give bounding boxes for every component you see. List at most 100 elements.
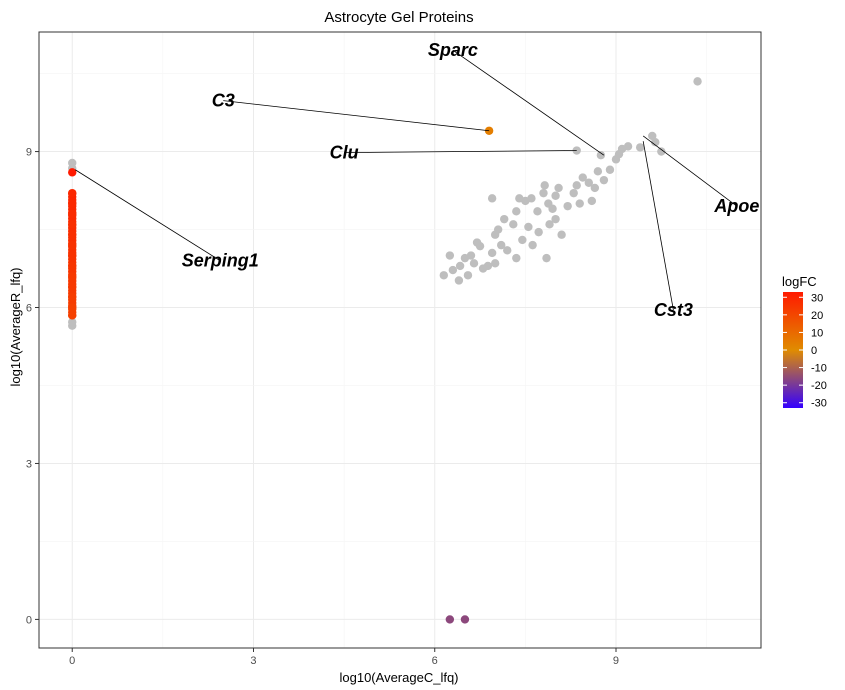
data-point-grey — [534, 227, 543, 237]
data-point-grey — [563, 201, 572, 211]
data-point-grey — [578, 173, 587, 182]
data-point-grey — [448, 265, 458, 275]
data-point-colored — [68, 220, 77, 229]
data-point-grey — [483, 261, 493, 271]
data-point-grey — [524, 222, 533, 232]
plot-panel — [39, 32, 761, 648]
data-point-grey — [500, 214, 509, 224]
gene-label: Clu — [330, 143, 359, 163]
data-point-grey — [569, 188, 578, 198]
annotation-line — [223, 100, 490, 132]
annotations: Sparc C3 Clu Apoe Cst3 Serping1 — [75, 40, 759, 320]
annotation-line — [642, 135, 738, 207]
panel-border — [38, 31, 762, 649]
data-point-grey — [623, 142, 633, 151]
y-tick-label: 3 — [26, 458, 32, 470]
legend-tick-label: -20 — [811, 380, 827, 392]
legend-tick-label: 30 — [811, 292, 823, 304]
panel-background — [39, 32, 761, 648]
x-tick-label: 3 — [250, 655, 256, 667]
data-point-grey — [487, 194, 497, 203]
data-point-grey — [469, 259, 479, 268]
data-point-grey — [542, 253, 551, 263]
color-legend: logFC 30 20 10 0 -10 -20 -30 — [782, 274, 827, 410]
data-point-colored — [68, 209, 77, 219]
data-point-colored — [68, 251, 77, 260]
data-point-colored — [68, 168, 77, 177]
x-tick-label: 9 — [613, 655, 619, 667]
legend-tick-label: 20 — [811, 310, 823, 322]
data-point-grey — [575, 199, 584, 208]
data-point-colored — [68, 261, 77, 271]
data-point-grey — [475, 241, 485, 251]
data-point-grey — [463, 271, 473, 280]
data-point-grey — [466, 251, 476, 260]
data-point-grey — [590, 183, 600, 193]
data-point-grey — [518, 235, 527, 245]
annotation-line — [452, 49, 605, 156]
data-point-grey — [584, 178, 594, 187]
data-point-colored — [68, 240, 77, 250]
y-tick-label: 9 — [26, 147, 32, 159]
annotation-line — [344, 150, 577, 154]
data-point-grey — [648, 131, 657, 141]
data-point-grey — [527, 194, 536, 203]
data-point-grey — [68, 317, 77, 327]
data-point-grey — [554, 183, 563, 193]
gene-label: C3 — [212, 91, 235, 111]
data-point-grey — [557, 230, 566, 239]
data-point-grey — [596, 151, 606, 160]
y-tick-label: 0 — [26, 614, 32, 626]
legend-title: logFC — [782, 274, 817, 289]
data-point-grey — [572, 181, 581, 190]
data-point-grey — [539, 188, 548, 198]
data-point-grey — [512, 253, 521, 263]
data-point-grey — [533, 207, 542, 216]
y-tick-label: 6 — [26, 303, 32, 315]
axes: 0 3 6 9 0 3 6 9 — [26, 31, 762, 667]
data-point-grey — [551, 191, 560, 200]
data-point-colored — [68, 199, 77, 208]
data-point-grey — [545, 220, 554, 229]
data-point-grey — [493, 225, 503, 234]
x-tick-label: 0 — [69, 655, 75, 667]
annotation-line — [642, 141, 674, 311]
data-point-grey — [509, 220, 518, 229]
gene-label: Sparc — [428, 40, 478, 60]
data-point-grey — [497, 240, 506, 250]
data-point-grey — [605, 165, 615, 174]
data-point-grey — [548, 204, 557, 213]
x-axis-title: log10(AverageC_lfq) — [340, 670, 459, 685]
gene-label: Serping1 — [182, 251, 259, 271]
data-point-colored — [68, 188, 77, 198]
legend-tick-label: -10 — [811, 363, 827, 375]
chart-title: Astrocyte Gel Proteins — [324, 9, 473, 26]
data-point-grey — [657, 147, 666, 156]
y-axis-title: log10(AverageR_lfq) — [8, 268, 23, 387]
legend-tick-label: 10 — [811, 327, 823, 339]
grid-lines — [39, 32, 761, 648]
data-point-colored — [68, 272, 77, 281]
data-point-grey — [599, 175, 609, 185]
data-point-grey — [587, 196, 597, 206]
data-point-colored — [68, 292, 77, 302]
legend-tick-label: -30 — [811, 398, 827, 410]
gene-label: Apoe — [713, 196, 759, 216]
legend-colorbar — [783, 292, 803, 408]
data-point-grey — [635, 143, 645, 152]
x-tick-label: 6 — [432, 655, 438, 667]
data-points — [68, 77, 702, 624]
data-point-grey — [454, 276, 464, 285]
data-point-colored — [68, 230, 77, 239]
legend-tick-label: 0 — [811, 345, 817, 357]
data-point-colored — [68, 303, 77, 312]
data-point-grey — [503, 246, 512, 255]
data-point-grey — [693, 77, 702, 86]
data-point-grey — [487, 248, 497, 258]
data-point-grey — [490, 259, 500, 268]
data-point-grey — [512, 207, 521, 216]
data-point-grey — [445, 251, 455, 260]
data-point-colored — [460, 615, 470, 624]
data-point-colored — [68, 311, 77, 320]
